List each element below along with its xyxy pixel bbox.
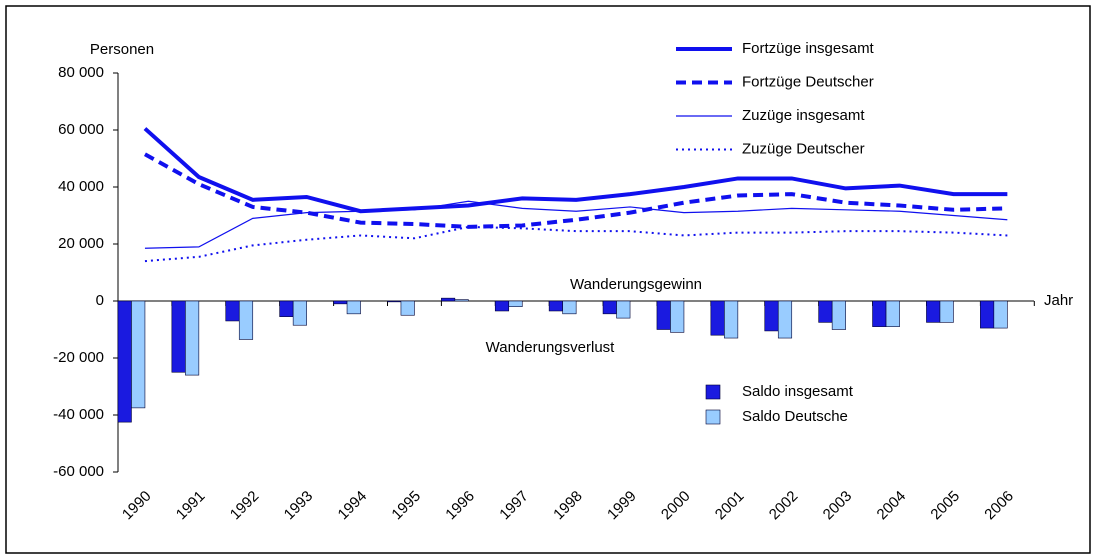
bar xyxy=(346,300,361,315)
bar xyxy=(980,300,995,329)
bar xyxy=(494,300,510,312)
legend-label: Zuzüge Deutscher xyxy=(742,140,865,157)
legend-label: Zuzüge insgesamt xyxy=(742,107,865,124)
y-tick-label: 40 000 xyxy=(58,178,104,195)
bar xyxy=(225,300,240,322)
bar xyxy=(993,300,1008,329)
bar xyxy=(818,300,833,323)
legend-label: Saldo insgesamt xyxy=(742,383,854,400)
bar xyxy=(333,300,348,305)
frame xyxy=(5,5,1091,554)
bar xyxy=(885,300,900,327)
y-tick-label: 60 000 xyxy=(58,121,104,138)
bar xyxy=(117,300,132,423)
y-tick-label: 80 000 xyxy=(58,64,104,81)
legend-label: Fortzüge insgesamt xyxy=(742,40,875,57)
bar xyxy=(508,300,523,307)
bar xyxy=(238,300,254,340)
bar xyxy=(724,300,739,339)
y-tick-label: -20 000 xyxy=(53,349,104,366)
bar xyxy=(387,300,402,303)
legend-label: Fortzüge Deutscher xyxy=(742,73,874,90)
y-tick-label: 0 xyxy=(96,292,104,309)
bar xyxy=(562,300,577,315)
x-axis-label: Jahr xyxy=(1044,292,1073,309)
y-tick-label: -40 000 xyxy=(53,406,104,423)
bar xyxy=(279,300,294,317)
bar xyxy=(777,300,793,339)
y-tick-label: 20 000 xyxy=(58,235,104,252)
bar xyxy=(171,300,186,373)
line xyxy=(143,127,1008,214)
bar xyxy=(939,300,954,323)
bar xyxy=(616,300,631,319)
y-axis-label: Personen xyxy=(90,41,154,58)
bar xyxy=(441,297,456,302)
bar xyxy=(602,300,617,315)
bar xyxy=(710,300,725,336)
bar xyxy=(831,300,846,330)
line xyxy=(144,200,1008,249)
bar xyxy=(454,299,469,302)
bar xyxy=(131,300,146,409)
legend-swatch xyxy=(705,384,721,400)
line xyxy=(144,225,1008,263)
bar xyxy=(548,300,563,312)
annotation: Wanderungsgewinn xyxy=(570,276,702,293)
y-tick-label: -60 000 xyxy=(53,463,104,480)
bar xyxy=(292,300,307,326)
annotation: Wanderungsverlust xyxy=(486,339,616,356)
legend-label: Saldo Deutsche xyxy=(742,408,848,425)
bar xyxy=(926,300,941,323)
legend-swatch xyxy=(705,409,721,425)
bar xyxy=(185,300,200,376)
bar xyxy=(764,300,779,332)
bar xyxy=(670,300,685,333)
bar xyxy=(400,300,415,316)
bar xyxy=(872,300,887,327)
bar xyxy=(656,300,671,330)
